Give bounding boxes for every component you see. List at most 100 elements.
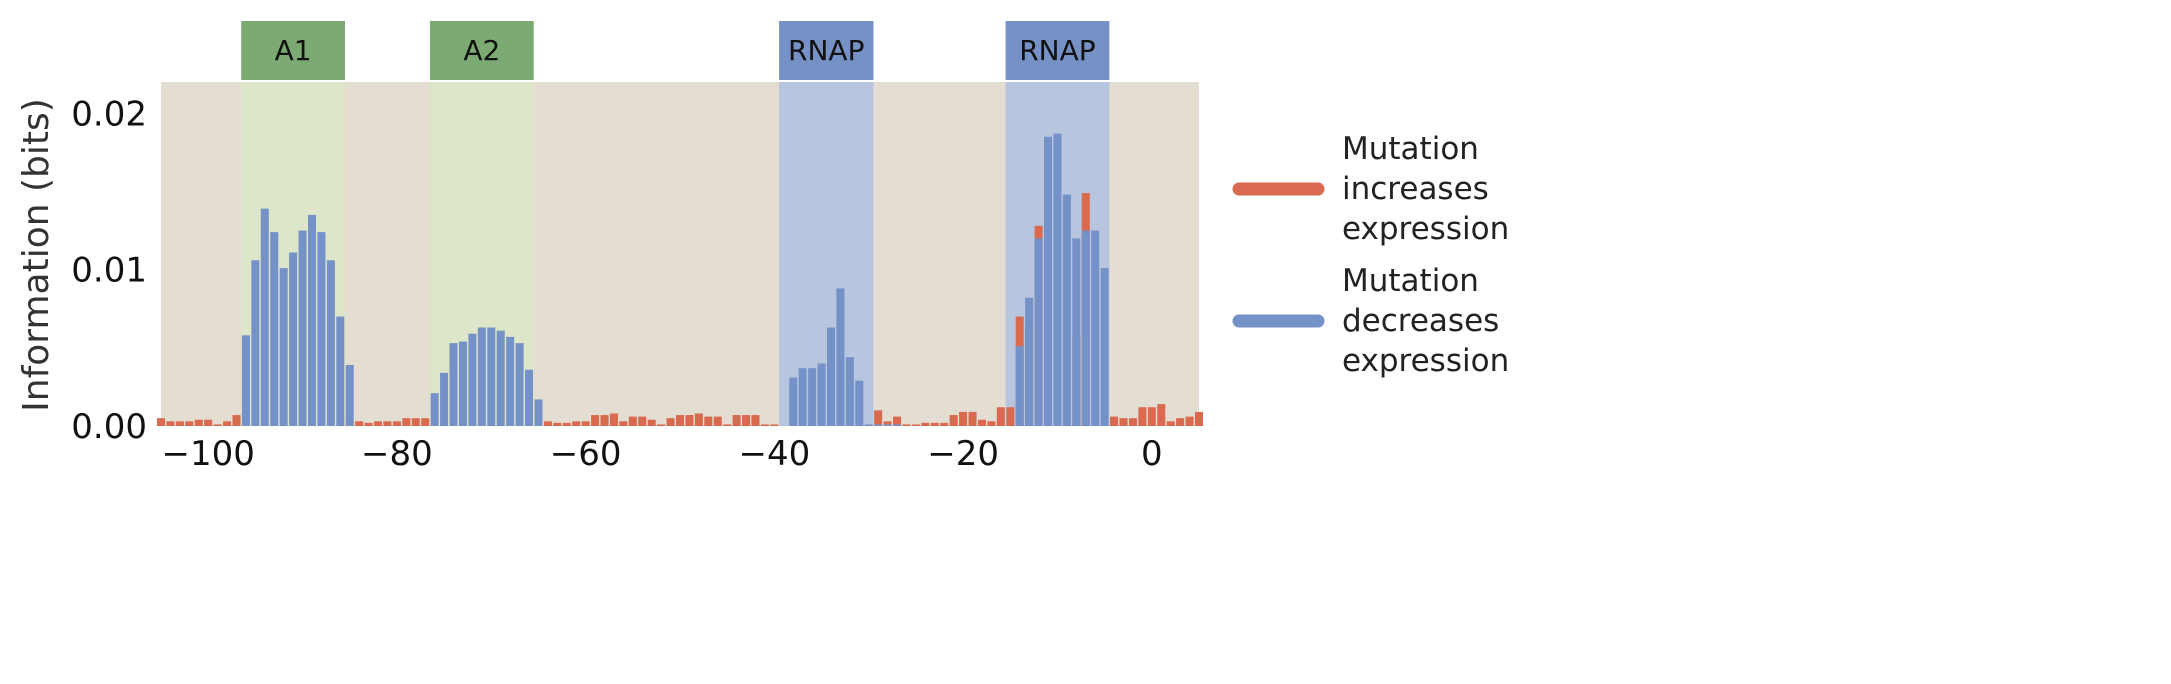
legend: Mutation increases expression Mutation decre…: [1200, 0, 1560, 684]
bar-decreases: [326, 260, 335, 426]
bar-increases: [874, 410, 883, 426]
bar-increases: [562, 422, 571, 426]
bar-increases: [156, 418, 166, 426]
bar-increases: [987, 421, 996, 426]
bar-increases: [723, 424, 732, 426]
legend-label: decreases: [1342, 303, 1499, 339]
region-label-box-rnap: [1005, 21, 1110, 80]
legend-graphic: Mutation increases expression Mutation decre…: [1232, 131, 1509, 379]
bar-increases: [213, 424, 222, 426]
bar-increases: [421, 418, 430, 426]
bar-increases: [402, 418, 411, 426]
bar-increases: [553, 422, 562, 426]
y-tick-label: 0.02: [71, 94, 147, 134]
bar-decreases: [487, 327, 496, 426]
bar-increases: [902, 424, 911, 426]
bar-increases: [1166, 421, 1175, 426]
bar-increases: [619, 421, 628, 426]
bar-increases: [223, 421, 232, 426]
bar-increases: [713, 416, 722, 426]
bar-decreases: [826, 327, 835, 426]
bar-increases: [666, 418, 675, 426]
bar-increases: [685, 415, 694, 426]
bar-decreases: [1015, 346, 1024, 426]
bar-increases: [600, 415, 609, 426]
region-label-a2: A2: [463, 34, 500, 67]
bar-increases: [694, 413, 703, 426]
bar-decreases: [525, 369, 534, 426]
x-tick-label: −20: [927, 434, 999, 474]
bar-increases: [742, 415, 751, 426]
bar-decreases: [307, 214, 316, 426]
bar-increases: [628, 416, 637, 426]
bar-increases: [657, 424, 666, 426]
bar-decreases: [298, 230, 307, 426]
bar-increases: [374, 421, 383, 426]
region-label-box-a2: [429, 21, 534, 80]
bar-increases: [411, 418, 420, 426]
bar-increases: [996, 407, 1005, 426]
bar-chart: A1 A2 RNAP RNAP −100 −80 −60 −40 −20 0 0.00 0.01 0…: [16, 21, 1204, 474]
bar-decreases: [1044, 136, 1053, 426]
region-label-rnap: RNAP: [788, 34, 864, 67]
bar-decreases: [855, 380, 864, 426]
bar-decreases: [817, 363, 826, 426]
bar-increases: [1128, 418, 1137, 426]
bar-increases: [543, 421, 552, 426]
bar-increases: [760, 424, 769, 426]
bar-decreases: [477, 327, 486, 426]
bar-increases: [194, 419, 203, 426]
y-tick-label: 0.00: [71, 407, 147, 447]
bar-increases: [968, 411, 977, 426]
bar-decreases: [883, 424, 892, 426]
bar-decreases: [893, 424, 902, 426]
bar-decreases: [845, 357, 854, 426]
bar-increases: [940, 422, 949, 426]
bar-increases: [751, 415, 760, 426]
x-tick-label: 0: [1141, 434, 1163, 474]
bar-decreases: [336, 316, 345, 426]
bar-decreases: [345, 365, 354, 426]
region-label-a1: A1: [275, 34, 312, 67]
bar-increases: [959, 411, 968, 426]
bar-increases: [591, 415, 600, 426]
bar-decreases: [241, 335, 250, 426]
bar-increases: [166, 421, 175, 426]
bar-decreases: [1062, 194, 1071, 426]
region-label-box-rnap: [779, 21, 874, 80]
bar-decreases: [789, 377, 798, 426]
bar-increases: [893, 416, 902, 426]
bar-decreases: [798, 368, 807, 426]
bar-increases: [921, 422, 930, 426]
bar-increases: [1185, 416, 1194, 426]
bar-decreases: [874, 424, 883, 426]
bar-decreases: [534, 399, 543, 426]
bar-decreases: [279, 268, 288, 426]
bar-increases: [1110, 416, 1119, 426]
bar-increases: [232, 415, 241, 426]
bar-increases: [1147, 407, 1156, 426]
bar-increases: [949, 415, 958, 426]
y-tick-label: 0.01: [71, 251, 147, 291]
bar-increases: [770, 424, 779, 426]
region-band-rnap: [779, 82, 874, 426]
bar-decreases: [317, 232, 326, 426]
legend-label: increases: [1342, 171, 1489, 207]
bar-decreases: [496, 330, 505, 426]
x-tick-label: −80: [361, 434, 433, 474]
bar-decreases: [251, 260, 260, 426]
bar-increases: [1006, 407, 1015, 426]
bar-increases: [638, 416, 647, 426]
bar-decreases: [1034, 238, 1043, 426]
bar-increases: [581, 421, 590, 426]
chart: A1 A2 RNAP RNAP −100 −80 −60 −40 −20 0 0.00 0.01 0…: [16, 21, 1204, 474]
bar-decreases: [1053, 133, 1062, 426]
bar-decreases: [468, 333, 477, 426]
region-label-rnap: RNAP: [1019, 34, 1095, 67]
bar-increases: [675, 415, 685, 426]
bar-increases: [1176, 418, 1185, 426]
bar-decreases: [1025, 297, 1034, 426]
bar-increases: [364, 422, 373, 426]
bar-increases: [911, 424, 920, 426]
legend-label: Mutation: [1342, 131, 1479, 167]
